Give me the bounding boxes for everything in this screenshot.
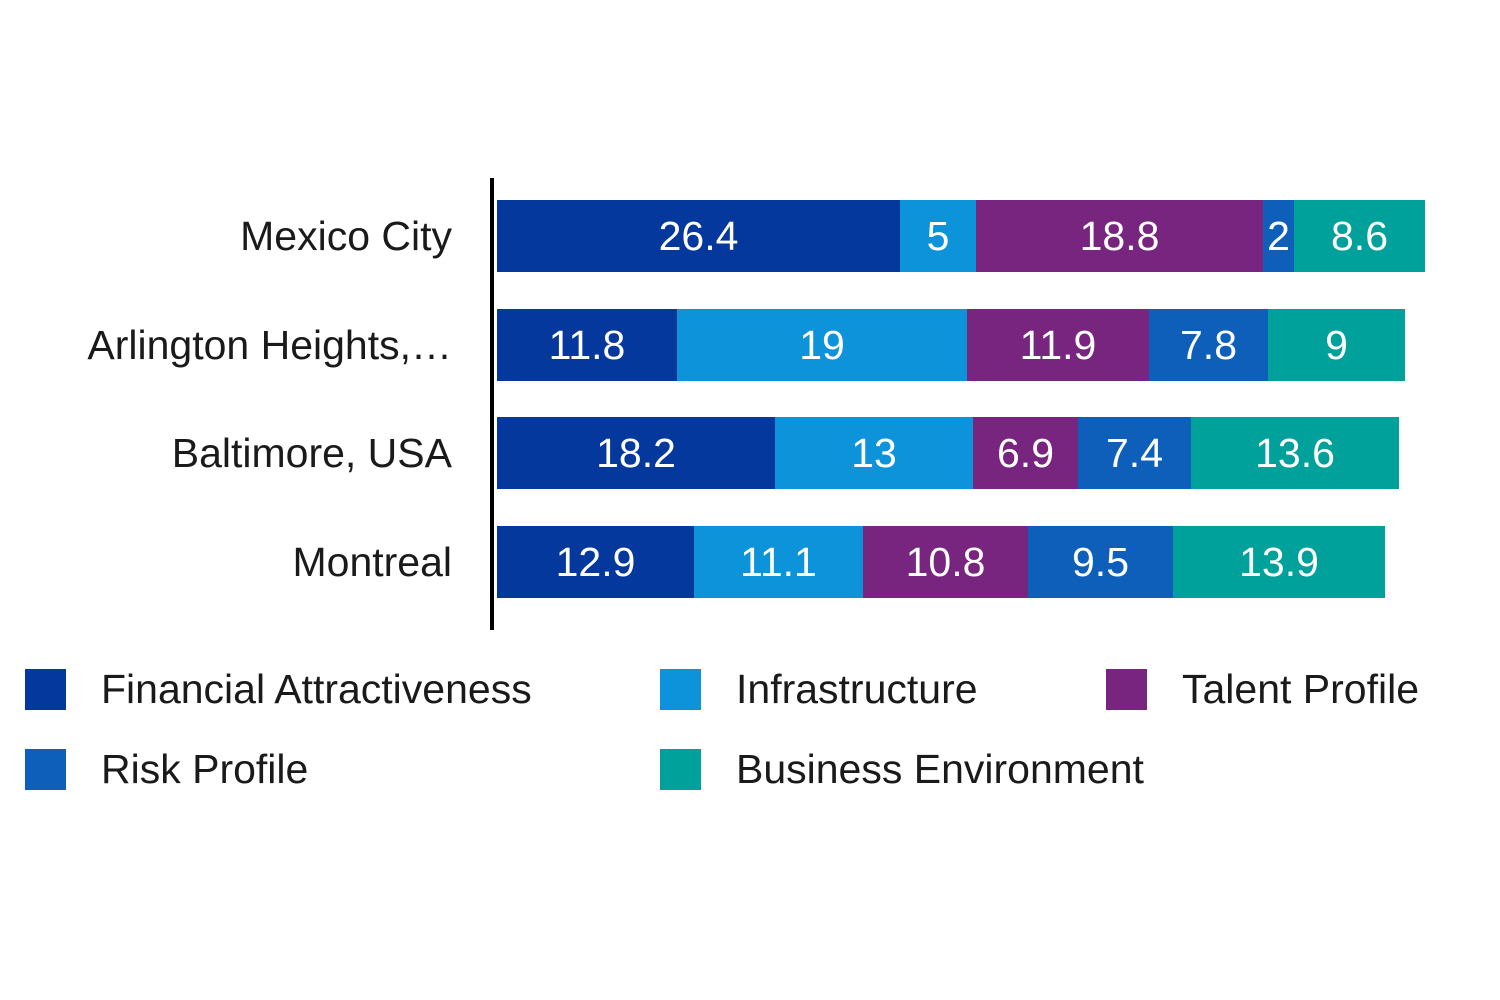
bar-segment: 8.6 — [1294, 200, 1425, 272]
legend-swatch — [25, 749, 66, 790]
category-label: Arlington Heights,… — [87, 322, 452, 368]
legend-item: Infrastructure — [660, 669, 978, 710]
legend-swatch — [1106, 669, 1147, 710]
segment-value: 11.8 — [548, 321, 626, 368]
bar-segment: 2 — [1263, 200, 1294, 272]
bar-segment: 18.8 — [976, 200, 1263, 272]
bar-segment: 11.8 — [497, 309, 677, 381]
segment-value: 13.9 — [1239, 538, 1319, 585]
legend-label: Business Environment — [736, 746, 1144, 792]
bar-row: 26.4 5 18.8 2 8.6 — [497, 200, 1425, 272]
bar-segment: 13 — [775, 417, 973, 489]
legend-item: Talent Profile — [1106, 669, 1419, 710]
segment-value: 19 — [799, 321, 845, 368]
segment-value: 5 — [926, 212, 950, 259]
bar-segment: 10.8 — [863, 526, 1028, 598]
segment-value: 11.1 — [740, 538, 817, 585]
category-label: Montreal — [292, 539, 452, 585]
bar-segment: 13.9 — [1173, 526, 1385, 598]
legend-swatch — [660, 669, 701, 710]
segment-value: 18.8 — [1079, 212, 1160, 259]
bar-segment: 12.9 — [497, 526, 694, 598]
legend-item: Business Environment — [660, 749, 1144, 790]
bar-segment: 11.9 — [967, 309, 1149, 381]
bar-segment: 5 — [900, 200, 976, 272]
bar-segment: 7.4 — [1078, 417, 1191, 489]
segment-value: 8.6 — [1331, 212, 1388, 259]
bar-row: 18.2 13 6.9 7.4 13.6 — [497, 417, 1399, 489]
category-label: Mexico City — [240, 213, 452, 259]
legend-item: Risk Profile — [25, 749, 308, 790]
bar-segment: 13.6 — [1191, 417, 1399, 489]
legend-item: Financial Attractiveness — [25, 669, 532, 710]
bar-segment: 6.9 — [973, 417, 1078, 489]
y-axis-line — [490, 178, 494, 630]
legend-label: Risk Profile — [101, 746, 309, 792]
legend-swatch — [660, 749, 701, 790]
bar-segment: 9 — [1268, 309, 1405, 381]
legend-label: Infrastructure — [736, 666, 978, 712]
segment-value: 2 — [1267, 212, 1290, 259]
segment-value: 9.5 — [1072, 538, 1129, 585]
segment-value: 11.9 — [1019, 321, 1097, 368]
bar-segment: 19 — [677, 309, 967, 381]
bar-segment: 9.5 — [1028, 526, 1173, 598]
legend-label: Financial Attractiveness — [101, 666, 532, 712]
legend-label: Talent Profile — [1182, 666, 1420, 712]
bar-row: 11.8 19 11.9 7.8 9 — [497, 309, 1405, 381]
legend-swatch — [25, 669, 66, 710]
segment-value: 10.8 — [905, 538, 986, 585]
bar-segment: 11.1 — [694, 526, 863, 598]
bar-segment: 7.8 — [1149, 309, 1268, 381]
segment-value: 6.9 — [997, 429, 1054, 476]
segment-value: 7.8 — [1180, 321, 1237, 368]
segment-value: 12.9 — [555, 538, 636, 585]
segment-value: 9 — [1325, 321, 1348, 368]
segment-value: 13.6 — [1255, 429, 1335, 476]
segment-value: 18.2 — [596, 429, 676, 476]
segment-value: 26.4 — [658, 212, 739, 259]
segment-value: 7.4 — [1106, 429, 1163, 476]
bar-segment: 26.4 — [497, 200, 900, 272]
segment-value: 13 — [851, 429, 897, 476]
bar-row: 12.9 11.1 10.8 9.5 13.9 — [497, 526, 1385, 598]
bar-segment: 18.2 — [497, 417, 775, 489]
category-label: Baltimore, USA — [171, 430, 452, 476]
